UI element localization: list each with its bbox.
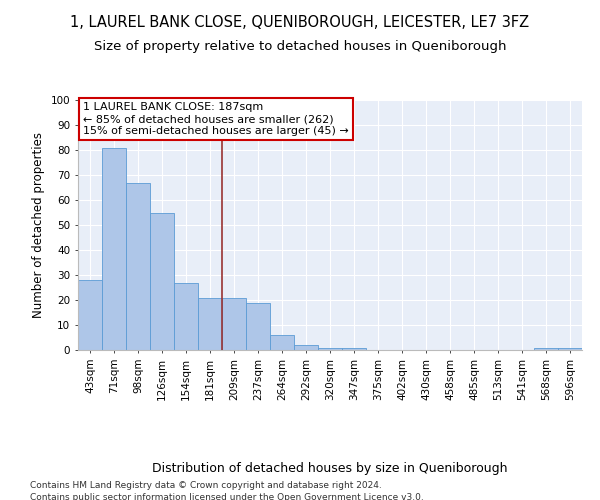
Bar: [342, 348, 366, 350]
Text: 1 LAUREL BANK CLOSE: 187sqm
← 85% of detached houses are smaller (262)
15% of se: 1 LAUREL BANK CLOSE: 187sqm ← 85% of det…: [83, 102, 349, 136]
Bar: [558, 348, 582, 350]
Bar: [534, 348, 558, 350]
Text: Contains public sector information licensed under the Open Government Licence v3: Contains public sector information licen…: [30, 492, 424, 500]
Text: Contains HM Land Registry data © Crown copyright and database right 2024.: Contains HM Land Registry data © Crown c…: [30, 481, 382, 490]
Bar: [174, 282, 198, 350]
Bar: [222, 298, 246, 350]
Text: Distribution of detached houses by size in Queniborough: Distribution of detached houses by size …: [152, 462, 508, 475]
Bar: [126, 182, 150, 350]
Text: Size of property relative to detached houses in Queniborough: Size of property relative to detached ho…: [94, 40, 506, 53]
Bar: [246, 302, 270, 350]
Bar: [318, 348, 342, 350]
Bar: [198, 298, 222, 350]
Y-axis label: Number of detached properties: Number of detached properties: [32, 132, 45, 318]
Bar: [102, 148, 126, 350]
Bar: [78, 280, 102, 350]
Bar: [294, 345, 318, 350]
Bar: [150, 212, 174, 350]
Bar: [270, 335, 294, 350]
Text: 1, LAUREL BANK CLOSE, QUENIBOROUGH, LEICESTER, LE7 3FZ: 1, LAUREL BANK CLOSE, QUENIBOROUGH, LEIC…: [70, 15, 530, 30]
